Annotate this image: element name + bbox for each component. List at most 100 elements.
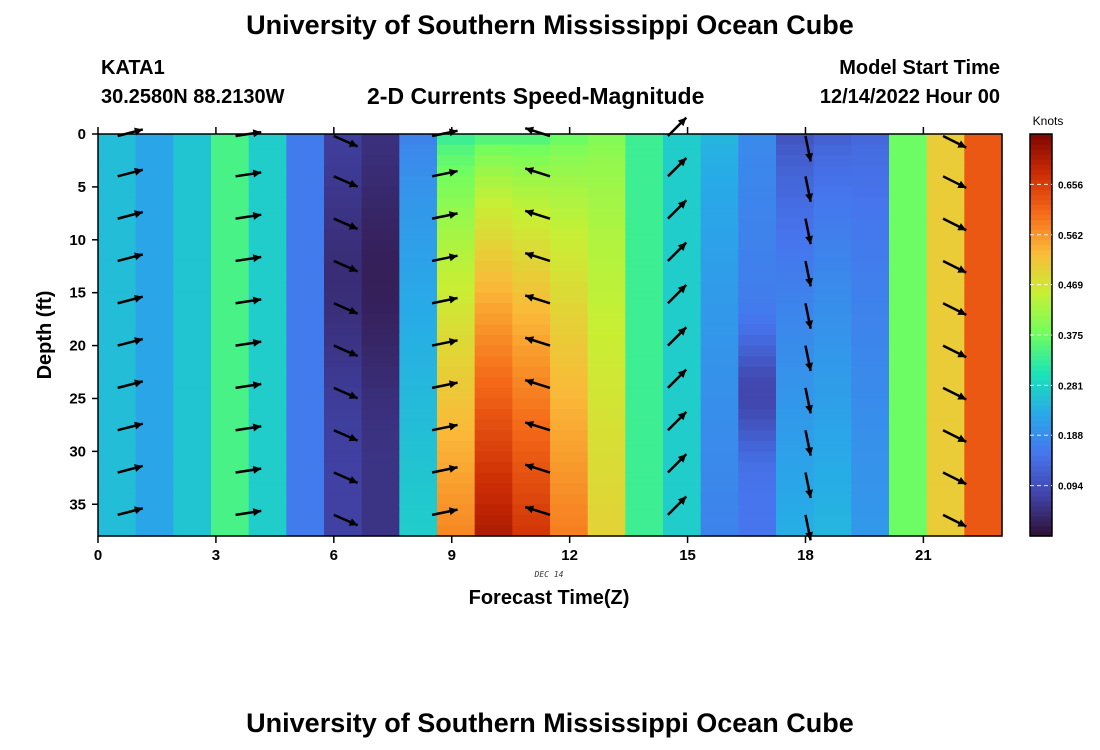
heatmap-cell — [550, 303, 589, 315]
heatmap-cell — [512, 144, 551, 156]
heatmap-cell — [851, 461, 890, 474]
heatmap-cell — [813, 250, 852, 262]
heatmap-cell — [286, 155, 325, 167]
vector-arrowhead — [448, 253, 458, 262]
colorbar-segment — [1030, 184, 1052, 190]
heatmap-cell — [135, 461, 174, 474]
heatmap-cell — [700, 292, 739, 304]
vector-arrowhead — [348, 222, 358, 230]
heatmap-cell — [851, 292, 890, 304]
heatmap-cell — [399, 282, 438, 294]
heatmap-cell — [286, 504, 325, 516]
colorbar-segment — [1030, 455, 1052, 462]
heatmap-cell — [889, 165, 928, 177]
heatmap-cell — [173, 345, 212, 357]
heatmap-cell — [361, 324, 400, 336]
heatmap-cell — [776, 260, 815, 273]
heatmap-cell — [889, 430, 928, 442]
colorbar-tick-label: 0.562 — [1058, 231, 1083, 242]
heatmap-cell — [550, 493, 589, 505]
heatmap-cell — [625, 250, 664, 262]
colorbar-segment — [1030, 229, 1052, 236]
vector-arrowhead — [677, 496, 687, 505]
heatmap-cell — [248, 239, 287, 251]
heatmap-cell — [399, 229, 438, 241]
heatmap-cell — [324, 525, 363, 537]
heatmap-cell — [926, 218, 965, 230]
heatmap-cell — [474, 430, 513, 442]
heatmap-cell — [587, 451, 626, 463]
heatmap-cell — [173, 218, 212, 230]
heatmap-cell — [135, 218, 174, 230]
heatmap-cell — [964, 451, 1003, 463]
heatmap-cell — [248, 398, 287, 410]
heatmap-cell — [813, 208, 852, 220]
heatmap-cell — [587, 282, 626, 294]
heatmap-cell — [700, 525, 739, 537]
heatmap-cell — [889, 409, 928, 421]
heatmap-cell — [851, 356, 890, 368]
colorbar-segment — [1030, 199, 1052, 205]
heatmap-cell — [813, 155, 852, 167]
heatmap-cell — [550, 483, 589, 495]
heatmap-cell — [98, 504, 137, 516]
heatmap-cell — [550, 239, 589, 251]
heatmap-cell — [98, 155, 137, 167]
heatmap-cell — [512, 493, 551, 505]
heatmap-cell — [813, 313, 852, 326]
heatmap-cell — [437, 324, 476, 336]
vector-arrowhead — [957, 307, 967, 315]
vector-arrowhead — [805, 193, 813, 202]
vector-arrowhead — [677, 411, 687, 421]
colorbar-segment — [1030, 319, 1052, 326]
heatmap-cell — [851, 250, 890, 262]
heatmap-cell — [361, 366, 400, 378]
heatmap-cell — [135, 229, 174, 241]
heatmap-cell — [776, 366, 815, 378]
colorbar-segment — [1030, 480, 1052, 487]
heatmap-cell — [324, 430, 363, 442]
heatmap-cell — [324, 186, 363, 199]
heatmap-cell — [813, 377, 852, 389]
heatmap-cell — [248, 483, 287, 495]
colorbar-segment — [1030, 380, 1052, 386]
heatmap-cell — [587, 324, 626, 336]
heatmap-cell — [361, 144, 400, 156]
heatmap-cell — [98, 282, 137, 294]
heatmap-cell — [135, 144, 174, 156]
heatmap-cell — [512, 271, 551, 283]
heatmap-cell — [474, 260, 513, 273]
heatmap-cell — [248, 461, 287, 474]
heatmap-cell — [173, 483, 212, 495]
heatmap-cell — [98, 514, 137, 527]
heatmap-cell — [776, 525, 815, 537]
heatmap-cell — [135, 398, 174, 410]
vector-arrowhead — [252, 465, 262, 474]
vector-arrowhead — [957, 519, 967, 527]
colorbar-segment — [1030, 425, 1052, 432]
heatmap-cell — [700, 335, 739, 347]
colorbar-tick-label: 0.469 — [1058, 281, 1083, 292]
heatmap-cell — [550, 218, 589, 230]
heatmap-cell — [625, 197, 664, 209]
heatmap-cell — [813, 430, 852, 442]
heatmap-cell — [98, 250, 137, 262]
colorbar-segment — [1030, 299, 1052, 306]
heatmap-cell — [964, 377, 1003, 389]
colorbar-segment — [1030, 289, 1052, 296]
heatmap-cell — [98, 324, 137, 336]
vector-arrowhead — [134, 464, 143, 472]
heatmap-cell — [324, 155, 363, 167]
heatmap-cell — [474, 483, 513, 495]
vector-arrowhead — [134, 337, 143, 345]
heatmap-cell — [211, 271, 250, 283]
heatmap-cell — [625, 313, 664, 326]
vector-arrowhead — [448, 211, 458, 219]
heatmap-cell — [851, 493, 890, 505]
heatmap-cell — [286, 134, 325, 146]
heatmap-cell — [738, 144, 777, 156]
heatmap-cell — [889, 134, 928, 146]
heatmap-cell — [248, 250, 287, 262]
heatmap-cell — [889, 229, 928, 241]
heatmap-cell — [889, 493, 928, 505]
